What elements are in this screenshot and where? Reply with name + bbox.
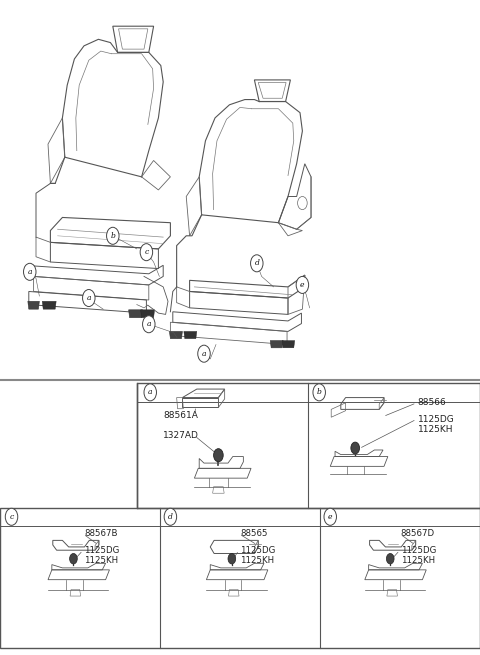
Circle shape [140,244,153,261]
Text: 88561A: 88561A [163,411,198,421]
Polygon shape [42,301,56,309]
Polygon shape [282,341,295,348]
Text: 1327AD: 1327AD [163,431,199,440]
Text: b: b [110,232,115,240]
Text: a: a [86,294,91,302]
Polygon shape [28,301,39,309]
Polygon shape [169,331,182,339]
Text: 1125DG: 1125DG [401,546,436,555]
Bar [0,508,480,648]
Circle shape [144,384,156,401]
Text: c: c [144,248,148,256]
Text: a: a [148,388,153,396]
Text: a: a [146,320,151,328]
Text: 1125KH: 1125KH [84,555,118,565]
Circle shape [313,384,325,401]
Text: 1125DG: 1125DG [240,546,276,555]
Circle shape [228,553,236,564]
Text: a: a [202,350,206,358]
Text: e: e [328,513,333,521]
Text: e: e [300,281,305,289]
Polygon shape [141,310,155,318]
Circle shape [83,290,95,307]
Circle shape [24,263,36,280]
Text: 1125KH: 1125KH [240,555,274,565]
Circle shape [214,449,223,462]
Circle shape [143,316,155,333]
Text: 88567D: 88567D [401,529,435,538]
Text: 1125DG: 1125DG [418,415,455,424]
Text: 88565: 88565 [240,529,267,538]
Text: c: c [10,513,13,521]
Circle shape [251,255,263,272]
Text: 88567B: 88567B [84,529,118,538]
Polygon shape [129,310,143,318]
Circle shape [386,553,394,564]
Text: 1125DG: 1125DG [84,546,120,555]
Circle shape [296,276,309,293]
Text: 1125KH: 1125KH [401,555,435,565]
Text: d: d [254,259,259,267]
Circle shape [5,508,18,525]
Circle shape [107,227,119,244]
Bar [137,383,480,508]
Circle shape [70,553,77,564]
Text: b: b [317,388,322,396]
Text: a: a [27,268,32,276]
Circle shape [198,345,210,362]
Polygon shape [184,331,197,339]
Text: d: d [168,513,173,521]
Text: 1125KH: 1125KH [418,424,453,434]
Text: 88566: 88566 [418,398,446,407]
Circle shape [164,508,177,525]
Polygon shape [270,341,283,348]
Circle shape [351,442,360,454]
Circle shape [298,196,307,210]
Circle shape [324,508,336,525]
